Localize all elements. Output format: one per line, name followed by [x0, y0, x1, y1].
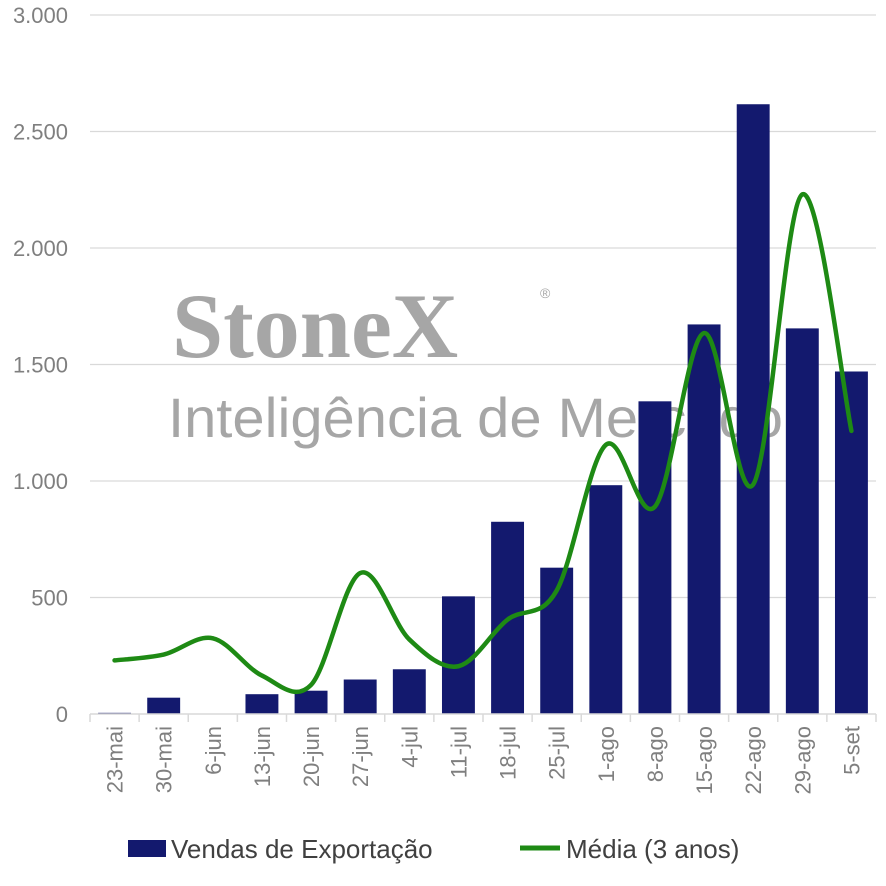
- line-point: [456, 664, 461, 669]
- line-point: [407, 637, 412, 642]
- bar: [147, 697, 181, 714]
- legend: Vendas de Exportação Média (3 anos): [128, 834, 739, 864]
- x-tick-label: 5-set: [839, 726, 864, 775]
- y-tick-label: 2.000: [13, 236, 68, 261]
- bar: [785, 328, 819, 714]
- bar: [441, 596, 475, 714]
- line-series: [112, 192, 854, 695]
- bar: [294, 690, 328, 714]
- bar-series: [98, 104, 868, 714]
- x-tick-label: 1-ago: [594, 726, 619, 782]
- line-point: [800, 192, 805, 197]
- line-point: [112, 658, 117, 663]
- line-point: [652, 504, 657, 509]
- line-point: [554, 588, 559, 593]
- x-axis: 23-mai 30-mai 6-jun 13-jun 20-jun 27-jun 4-jul…: [89, 713, 877, 795]
- y-tick-label: 2.500: [13, 120, 68, 145]
- line-point: [751, 482, 756, 487]
- line-point: [702, 331, 707, 336]
- bar: [343, 679, 377, 714]
- x-tick-label: 18-jul: [496, 726, 521, 780]
- legend-label-line: Média (3 anos): [566, 834, 739, 864]
- bar: [589, 485, 623, 714]
- watermark-brand: StoneX: [172, 275, 458, 377]
- line-point: [309, 682, 314, 687]
- y-tick-label: 3.000: [13, 3, 68, 28]
- x-tick-label: 15-ago: [692, 726, 717, 795]
- y-tick-label: 1.000: [13, 469, 68, 494]
- bar: [638, 401, 672, 714]
- y-axis-tick-labels: 0 500 1.000 1.500 2.000 2.500 3.000: [13, 3, 68, 727]
- bar: [736, 104, 770, 714]
- line-point: [210, 636, 215, 641]
- legend-swatch-bar: [128, 840, 166, 857]
- x-tick-label: 27-jun: [348, 726, 373, 787]
- line-point: [849, 428, 854, 433]
- x-tick-label: 20-jun: [299, 726, 324, 787]
- x-tick-label: 4-jul: [397, 726, 422, 768]
- x-tick-label: 22-ago: [741, 726, 766, 795]
- x-tick-label: 13-jun: [250, 726, 275, 787]
- x-tick-label: 30-mai: [152, 726, 177, 793]
- x-tick-label: 6-jun: [201, 726, 226, 775]
- x-tick-label: 11-jul: [446, 726, 471, 778]
- watermark-registered-mark: ®: [540, 285, 551, 301]
- y-tick-label: 1.500: [13, 353, 68, 378]
- bar: [245, 694, 279, 714]
- x-tick-label: 29-ago: [790, 726, 815, 795]
- x-tick-label: 8-ago: [643, 726, 668, 782]
- line-point: [161, 652, 166, 657]
- y-tick-label: 0: [56, 702, 68, 727]
- line-point: [358, 571, 363, 576]
- bar: [392, 669, 426, 714]
- bar: [687, 324, 721, 714]
- line-point: [505, 617, 510, 622]
- y-tick-label: 500: [31, 586, 68, 611]
- line-point: [259, 673, 264, 678]
- line-point: [603, 442, 608, 447]
- x-tick-label: 23-mai: [103, 726, 128, 793]
- x-tick-label: 25-jul: [545, 726, 570, 780]
- legend-label-bar: Vendas de Exportação: [171, 834, 433, 864]
